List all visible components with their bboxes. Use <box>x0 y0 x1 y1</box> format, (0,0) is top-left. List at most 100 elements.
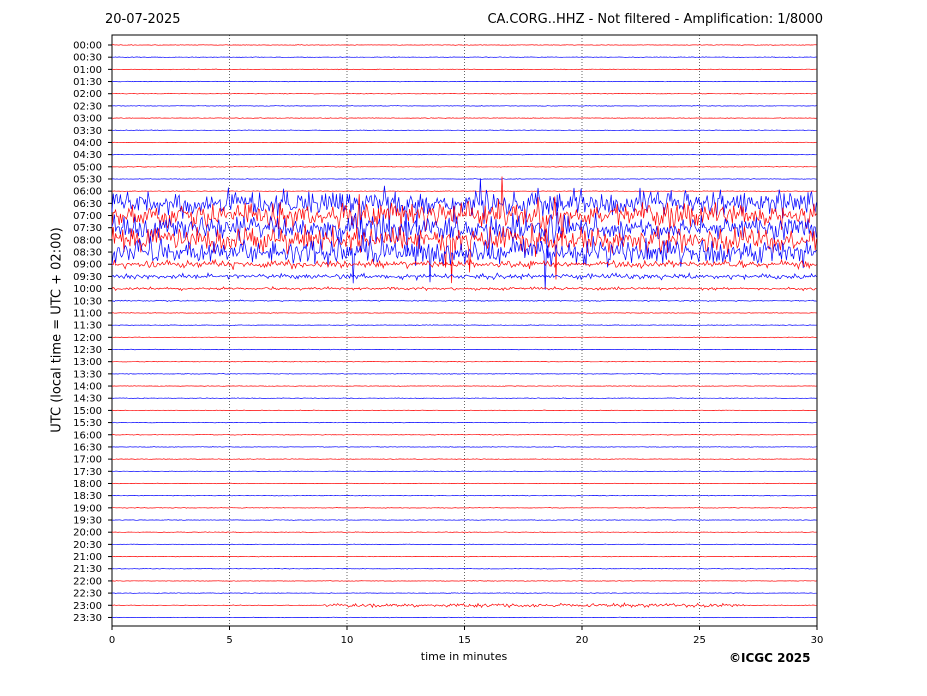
x-axis-label: time in minutes <box>420 650 508 663</box>
trace-15-30 <box>111 421 817 424</box>
trace-01-00 <box>112 68 817 71</box>
trace-07-30 <box>111 194 817 259</box>
row-label-04-00: 04:00 <box>73 138 102 149</box>
trace-06-30 <box>111 178 817 236</box>
row-label-09-00: 09:00 <box>73 260 102 271</box>
row-label-11-00: 11:00 <box>73 308 102 319</box>
row-label-12-00: 12:00 <box>73 333 102 344</box>
row-label-01-30: 01:30 <box>73 77 102 88</box>
date-label: 20-07-2025 <box>105 12 181 27</box>
trace-21-30 <box>111 568 817 570</box>
row-label-22-30: 22:30 <box>73 589 102 600</box>
row-label-05-30: 05:30 <box>73 174 102 185</box>
trace-04-30 <box>111 153 817 156</box>
trace-23-30 <box>111 616 817 619</box>
row-label-07-30: 07:30 <box>73 223 102 234</box>
trace-13-30 <box>111 373 817 375</box>
row-label-07-00: 07:00 <box>73 211 102 222</box>
row-label-02-00: 02:00 <box>73 89 102 100</box>
row-label-06-00: 06:00 <box>73 187 102 198</box>
trace-16-30 <box>111 446 817 448</box>
row-label-16-00: 16:00 <box>73 430 102 441</box>
trace-11-30 <box>111 324 817 326</box>
trace-04-00 <box>111 141 817 144</box>
x-tick-label-30: 30 <box>811 635 824 646</box>
trace-10-30 <box>112 299 817 303</box>
x-tick-label-5: 5 <box>226 635 232 646</box>
trace-22-00 <box>111 580 817 582</box>
row-label-16-30: 16:30 <box>73 442 102 453</box>
row-label-04-30: 04:30 <box>73 150 102 161</box>
row-label-20-30: 20:30 <box>73 540 102 551</box>
trace-20-30 <box>111 543 817 546</box>
row-label-01-00: 01:00 <box>73 65 102 76</box>
x-tick-label-10: 10 <box>341 635 354 646</box>
trace-14-30 <box>111 397 817 399</box>
row-label-00-30: 00:30 <box>73 53 102 64</box>
row-label-02-30: 02:30 <box>73 101 102 112</box>
trace-14-00 <box>111 385 817 387</box>
row-label-08-30: 08:30 <box>73 248 102 259</box>
row-label-13-00: 13:00 <box>73 357 102 368</box>
trace-05-00 <box>111 166 817 168</box>
trace-20-00 <box>111 531 817 533</box>
plot-frame <box>111 34 818 627</box>
row-label-21-00: 21:00 <box>73 552 102 563</box>
row-label-23-00: 23:00 <box>73 601 102 612</box>
trace-17-30 <box>112 470 817 473</box>
trace-02-00 <box>112 92 817 95</box>
trace-16-00 <box>111 433 817 436</box>
row-label-11-30: 11:30 <box>73 321 102 332</box>
trace-09-00 <box>111 258 817 271</box>
trace-01-30 <box>111 80 817 83</box>
trace-03-30 <box>112 129 817 131</box>
row-label-17-30: 17:30 <box>73 467 102 478</box>
trace-05-30 <box>112 178 817 180</box>
station-title: CA.CORG..HHZ - Not filtered - Amplificat… <box>487 12 823 27</box>
row-label-18-00: 18:00 <box>73 479 102 490</box>
trace-10-00 <box>111 285 817 292</box>
trace-09-30 <box>111 272 817 282</box>
trace-18-30 <box>111 494 817 497</box>
row-label-12-30: 12:30 <box>73 345 102 356</box>
x-tick-label-20: 20 <box>576 635 589 646</box>
trace-00-00 <box>111 44 817 46</box>
row-label-14-00: 14:00 <box>73 382 102 393</box>
row-label-03-00: 03:00 <box>73 114 102 125</box>
row-label-15-30: 15:30 <box>73 418 102 429</box>
trace-00-30 <box>111 56 817 58</box>
row-label-10-30: 10:30 <box>73 296 102 307</box>
trace-08-00 <box>111 222 817 284</box>
row-label-19-00: 19:00 <box>73 503 102 514</box>
row-label-21-30: 21:30 <box>73 564 102 575</box>
trace-19-00 <box>111 507 817 509</box>
row-label-06-30: 06:30 <box>73 199 102 210</box>
trace-18-00 <box>111 482 817 485</box>
row-label-15-00: 15:00 <box>73 406 102 417</box>
row-label-13-30: 13:30 <box>73 369 102 380</box>
row-label-14-30: 14:30 <box>73 394 102 405</box>
trace-11-00 <box>111 312 817 314</box>
trace-15-00 <box>111 409 817 412</box>
copyright-label: ©ICGC 2025 <box>729 651 811 665</box>
trace-02-30 <box>111 105 817 107</box>
row-label-03-30: 03:30 <box>73 126 102 137</box>
row-label-08-00: 08:00 <box>73 235 102 246</box>
trace-03-00 <box>111 117 817 119</box>
row-label-10-00: 10:00 <box>73 284 102 295</box>
trace-06-00 <box>112 190 817 192</box>
trace-07-00 <box>111 176 817 247</box>
trace-12-30 <box>111 348 817 351</box>
trace-22-30 <box>111 592 817 594</box>
trace-19-30 <box>111 519 817 521</box>
x-tick-label-25: 25 <box>693 635 706 646</box>
trace-17-00 <box>111 458 817 460</box>
row-label-23-30: 23:30 <box>73 613 102 624</box>
row-label-22-00: 22:00 <box>73 576 102 587</box>
trace-12-00 <box>112 336 817 339</box>
row-label-18-30: 18:30 <box>73 491 102 502</box>
row-label-20-00: 20:00 <box>73 528 102 539</box>
trace-13-00 <box>111 360 817 363</box>
row-label-19-30: 19:30 <box>73 516 102 527</box>
